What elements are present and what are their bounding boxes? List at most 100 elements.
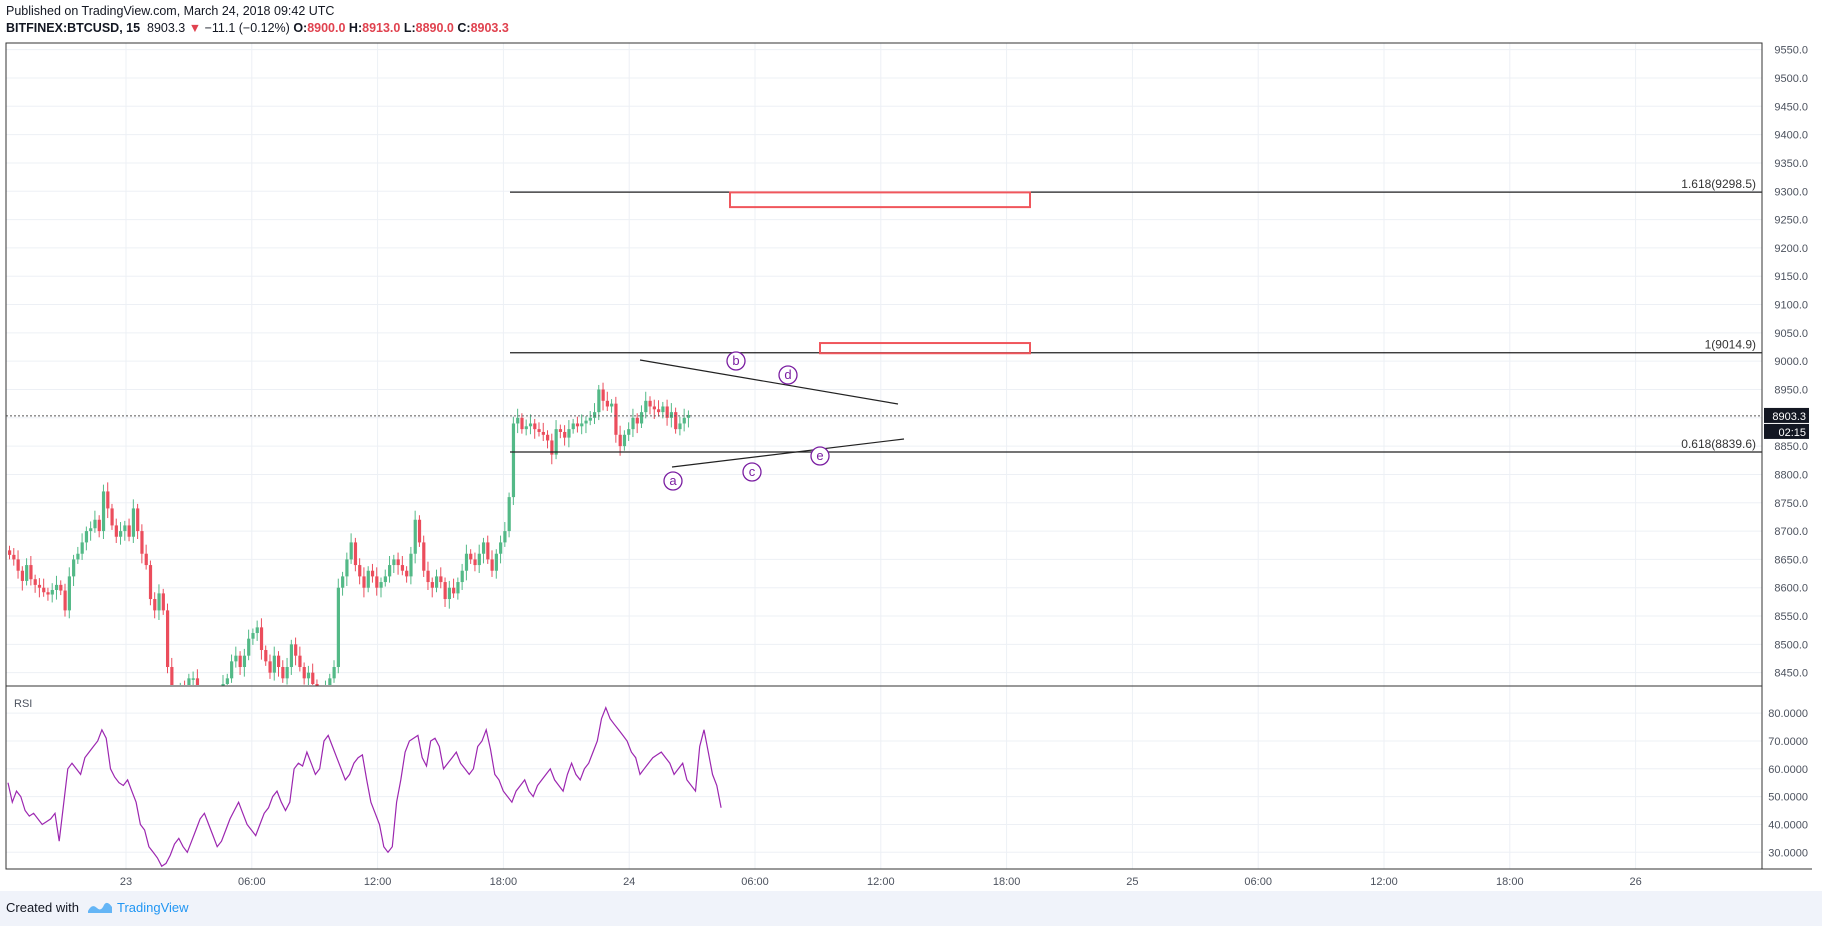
candle-body: [417, 519, 422, 543]
candle-body: [665, 406, 669, 418]
candle-body: [494, 553, 498, 571]
candle-body: [524, 426, 528, 430]
chart-area[interactable]: 1.618(9298.5) 1(9014.9) 0.618(8839.6) a b c d e…: [0, 0, 1822, 891]
candle-body: [131, 508, 136, 537]
candle-body: [550, 440, 554, 455]
target-zone-box: [729, 191, 1031, 209]
candle-body: [605, 400, 609, 407]
y-tick-label: 9350.0: [1774, 158, 1808, 170]
triangle-lower-trendline: [671, 438, 905, 468]
y-tick-label: 9200.0: [1774, 243, 1808, 255]
candle-body: [392, 559, 396, 566]
x-tick-label: 25: [1126, 876, 1138, 888]
candle-body: [46, 592, 50, 595]
y-tick-label: 8450.0: [1774, 668, 1808, 680]
candle-body: [571, 423, 575, 430]
countdown-tag-label: 02:15: [1778, 427, 1806, 439]
candle-body: [370, 570, 375, 577]
candle-body: [460, 570, 464, 583]
candle-body: [635, 417, 639, 424]
candle-body: [187, 678, 191, 685]
candle-body: [285, 667, 289, 679]
rsi-tick-label: 50.0000: [1768, 792, 1808, 804]
x-tick-label: 26: [1629, 876, 1641, 888]
candle-body: [42, 587, 46, 593]
y-tick-label: 9450.0: [1774, 101, 1808, 113]
candle-body: [238, 655, 242, 668]
close-value: 8903.3: [470, 21, 509, 35]
y-tick-label: 8550.0: [1774, 611, 1808, 623]
last-price-tag-label: 8903.3: [1772, 411, 1806, 423]
x-tick-label: 23: [120, 876, 132, 888]
candle-body: [456, 582, 460, 594]
y-tick-label: 8750.0: [1774, 498, 1808, 510]
candle-body: [610, 403, 614, 407]
candle-body: [383, 576, 387, 583]
y-tick-label: 9500.0: [1774, 73, 1808, 85]
candle-body: [422, 542, 426, 571]
candle-body: [541, 431, 545, 435]
x-tick-label: 12:00: [364, 876, 392, 888]
candle-body: [597, 389, 601, 413]
candle-body: [136, 508, 140, 532]
candle-body: [601, 389, 605, 401]
rsi-tick-label: 30.0000: [1768, 847, 1808, 859]
candle-body: [234, 655, 238, 662]
candle-body: [255, 627, 259, 634]
candle-body: [127, 525, 131, 537]
candle-body: [272, 655, 276, 673]
candle-body: [161, 593, 165, 611]
candle-body: [264, 650, 268, 662]
candle-body: [622, 434, 627, 447]
candle-body: [59, 584, 63, 591]
candle-body: [618, 434, 622, 447]
candle-body: [25, 565, 29, 581]
y-tick-label: 9100.0: [1774, 300, 1808, 312]
candle-body: [674, 412, 678, 430]
candle-body: [430, 582, 434, 588]
candle-body: [405, 570, 409, 577]
candle-body: [80, 542, 84, 554]
candle-body: [639, 412, 644, 424]
candle-body: [93, 519, 97, 529]
candle-body: [588, 417, 592, 421]
y-tick-label: 8800.0: [1774, 469, 1808, 481]
open-value: 8900.0: [307, 21, 346, 35]
x-tick-label: 18:00: [490, 876, 518, 888]
candle-body: [345, 559, 349, 577]
candle-body: [511, 423, 516, 498]
candle-body: [16, 559, 20, 571]
symbol-label: BITFINEX:BTCUSD, 15: [6, 21, 141, 35]
high-label: H:: [348, 21, 363, 35]
tradingview-link[interactable]: TradingView: [117, 900, 189, 915]
close-label: C:: [457, 21, 471, 35]
y-tick-label: 8500.0: [1774, 639, 1808, 651]
candle-body: [144, 553, 148, 566]
fib-level-label: 1.618(9298.5): [1681, 177, 1756, 191]
fib-level-label: 0.618(8839.6): [1681, 437, 1756, 451]
candle-body: [37, 584, 42, 588]
candle-body: [298, 655, 302, 668]
candle-body: [682, 417, 686, 424]
candle-body: [516, 417, 520, 424]
candle-body: [388, 565, 392, 577]
candle-body: [528, 423, 533, 427]
candle-body: [520, 417, 524, 430]
candle-body: [490, 559, 494, 571]
symbol-legend: BITFINEX:BTCUSD, 15 8903.3 ▼ −11.1 (−0.1…: [6, 21, 509, 35]
candle-body: [469, 553, 473, 560]
candle-body: [533, 423, 537, 430]
candle-body: [396, 559, 400, 566]
y-tick-label: 8850.0: [1774, 441, 1808, 453]
candle-body: [362, 576, 366, 588]
candle-body: [281, 667, 285, 679]
open-label: O:: [293, 21, 308, 35]
candle-body: [328, 678, 332, 685]
candle-body: [247, 638, 251, 656]
rsi-title: RSI: [14, 698, 32, 710]
tradingview-logo-icon: [88, 902, 112, 913]
candle-body: [294, 644, 298, 656]
x-tick-label: 24: [623, 876, 635, 888]
candle-body: [627, 429, 631, 435]
candle-body: [242, 655, 247, 668]
